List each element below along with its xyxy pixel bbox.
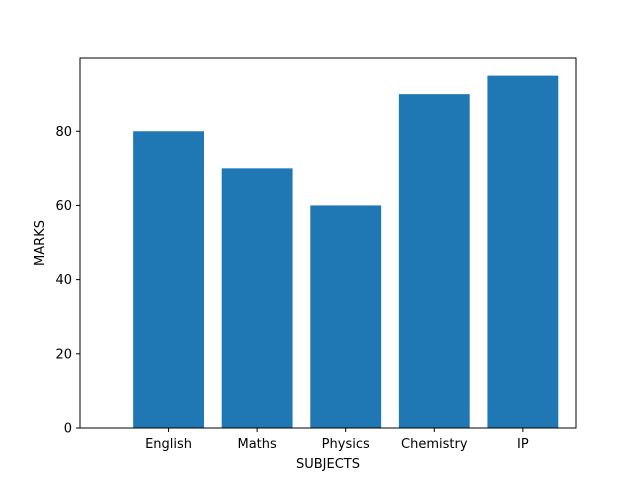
x-tick-label: Physics xyxy=(322,437,370,452)
y-tick-label: 80 xyxy=(55,125,72,140)
x-tick-label: IP xyxy=(517,437,529,452)
x-tick-label: Chemistry xyxy=(401,437,468,452)
y-tick-label: 40 xyxy=(55,273,72,288)
ticks-group: English Maths Physics Chemistry IP 0 20 40 60 80 xyxy=(55,125,528,452)
y-tick-label: 20 xyxy=(55,347,72,362)
bars-group xyxy=(133,75,559,429)
x-axis-label: SUBJECTS xyxy=(296,457,360,472)
bar-maths xyxy=(221,168,293,428)
y-axis-label: MARKS xyxy=(33,220,48,266)
y-tick-label: 0 xyxy=(64,422,72,437)
x-tick-label: English xyxy=(145,437,192,452)
bar-ip xyxy=(487,75,559,428)
bar-english xyxy=(133,131,204,428)
bar-physics xyxy=(310,205,382,428)
plot-frame xyxy=(79,57,577,429)
x-tick-label: Maths xyxy=(237,437,277,452)
y-tick-label: 60 xyxy=(55,199,72,214)
bar-chemistry xyxy=(398,94,470,429)
